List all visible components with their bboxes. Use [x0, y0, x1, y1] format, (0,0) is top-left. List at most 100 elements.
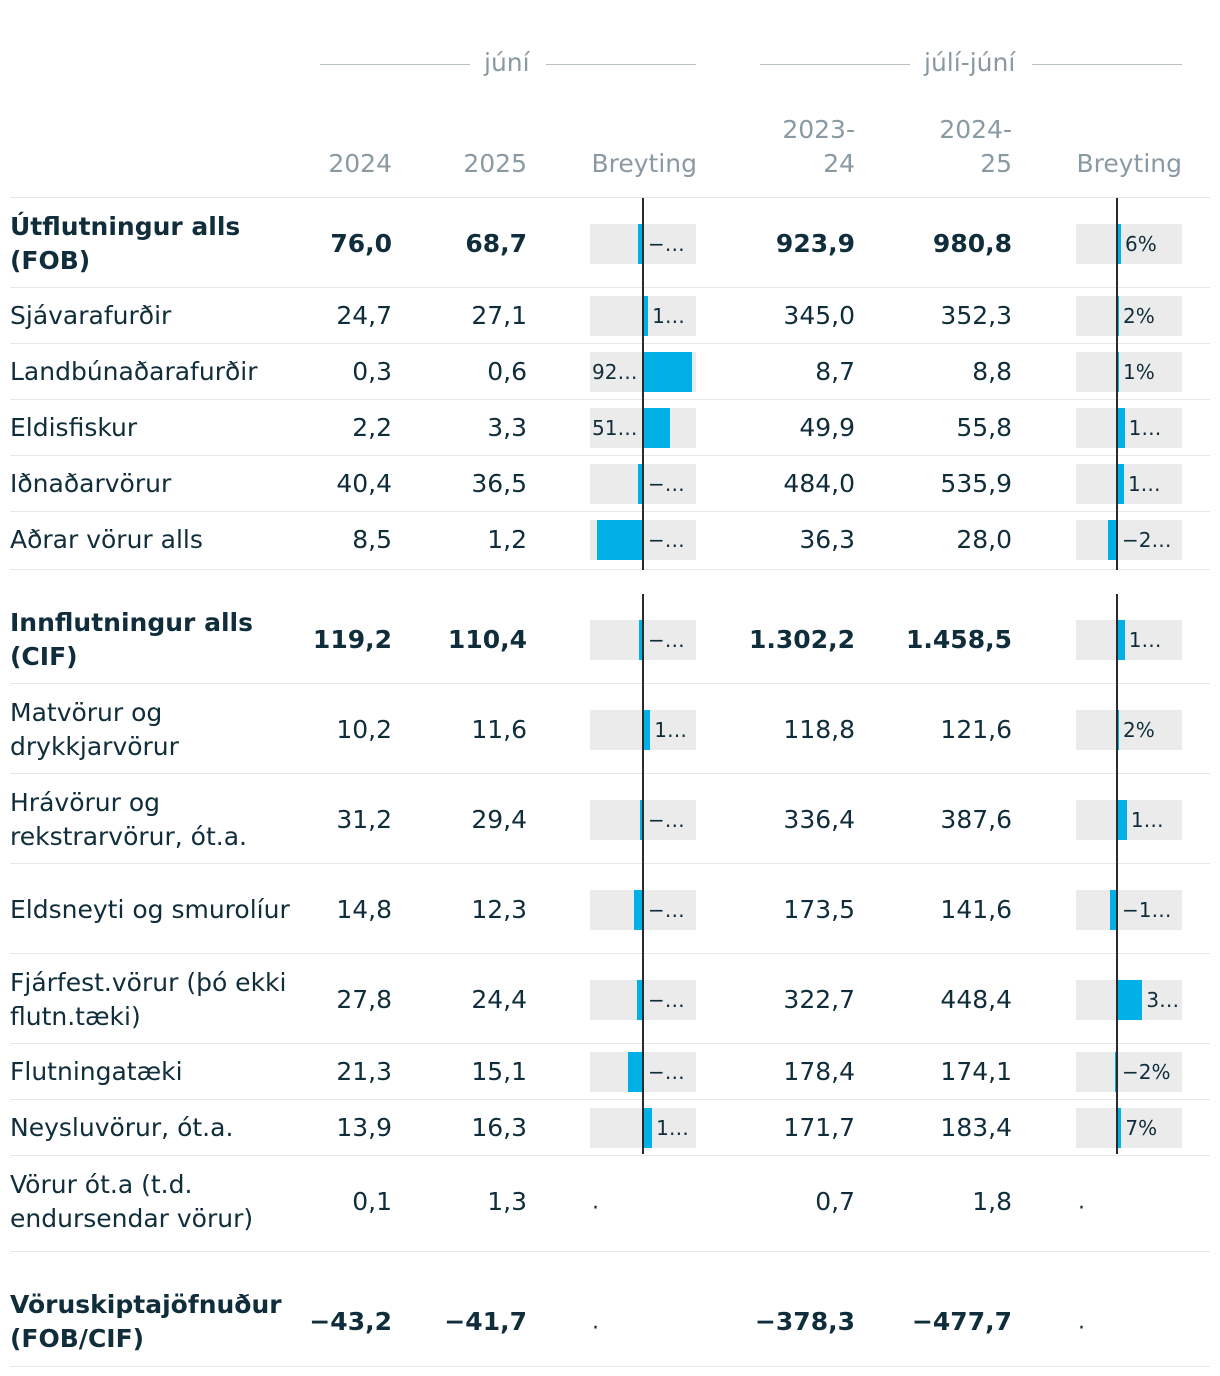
row-0-v2024: 76,0 — [330, 229, 392, 258]
row-1-change-year-label: 2% — [1123, 304, 1155, 328]
row-8-label: Hrávörur og rekstrarvörur, ót.a. — [10, 788, 247, 851]
row-10-v2025: 24,4 — [471, 985, 527, 1014]
group-rule-left-1 — [320, 64, 470, 65]
row-1-divider — [10, 343, 1210, 344]
row-1-v2024: 24,7 — [336, 301, 392, 330]
row-5-change-year-bar — [1107, 520, 1117, 560]
row-7-v2324: 118,8 — [783, 715, 855, 744]
row-0-change-year-label: 6% — [1125, 232, 1157, 256]
row-14-change-june-empty: . — [592, 1309, 599, 1335]
row-7-label: Matvörur og drykkjarvörur — [10, 698, 179, 761]
group-rule-left-2 — [760, 64, 910, 65]
row-10-change-year-cell: 39% — [1076, 980, 1182, 1020]
row-9-change-june-bar — [634, 890, 643, 930]
row-11-v2425: 174,1 — [940, 1057, 1012, 1086]
row-5-change-june-bar — [597, 520, 643, 560]
row-13-v2024: 0,1 — [352, 1187, 392, 1216]
row-10-label: Fjárfest.vörur (þó ekki flutn.tæki) — [10, 968, 287, 1031]
row-0-v2425: 980,8 — [932, 229, 1012, 258]
row-11-v2024: 21,3 — [336, 1057, 392, 1086]
row-6-divider — [10, 683, 1210, 684]
row-9-v2025: 12,3 — [471, 895, 527, 924]
row-12-change-year-bar — [1117, 1108, 1122, 1148]
row-14-divider — [10, 1366, 1210, 1367]
row-7-change-june-label: 1… — [654, 718, 687, 742]
row-5-change-year-cell: −23% — [1076, 520, 1182, 560]
row-4-divider — [10, 511, 1210, 512]
row-8-v2024: 31,2 — [336, 805, 392, 834]
row-3-v2324: 49,9 — [799, 413, 855, 442]
row-2-v2324: 8,7 — [815, 357, 855, 386]
row-6-v2024: 119,2 — [312, 625, 392, 654]
group-header-june: júní — [484, 48, 530, 77]
row-13-divider — [10, 1251, 1210, 1252]
row-2-change-june-label: 92… — [592, 360, 638, 384]
row-9-change-year-cell: −18% — [1076, 890, 1182, 930]
row-12-label: Neysluvörur, ót.a. — [10, 1113, 234, 1142]
col-header-2023-24-line2: 24 — [823, 149, 855, 178]
row-8-change-year-cell: 1… — [1076, 800, 1182, 840]
row-10-change-june-bar — [636, 980, 643, 1020]
row-10-divider — [10, 1043, 1210, 1044]
row-2-divider — [10, 399, 1210, 400]
row-12-change-june-bar — [643, 1108, 653, 1148]
row-5-label: Aðrar vörur alls — [10, 525, 203, 554]
row-12-change-june-label: 17… — [656, 1116, 694, 1140]
row-9-v2324: 173,5 — [783, 895, 855, 924]
row-10-v2425: 448,4 — [940, 985, 1012, 1014]
group-rule-right-1 — [546, 64, 696, 65]
row-3-v2425: 55,8 — [956, 413, 1012, 442]
row-14-v2025: −41,7 — [444, 1307, 527, 1336]
row-3-change-year-bar — [1117, 408, 1125, 448]
row-1-label: Sjávarafurðir — [10, 301, 172, 330]
row-6-change-year-label: 1… — [1128, 628, 1162, 652]
row-4-v2025: 36,5 — [471, 469, 527, 498]
row-3-label: Eldisfiskur — [10, 413, 138, 442]
row-6-v2324: 1.302,2 — [749, 625, 855, 654]
row-13-change-year-empty: . — [1078, 1189, 1085, 1215]
row-12-v2324: 171,7 — [783, 1113, 855, 1142]
row-5-v2024: 8,5 — [352, 525, 392, 554]
row-1-change-june-bar — [643, 296, 649, 336]
row-1-change-june-label: 1… — [652, 304, 685, 328]
row-7-divider — [10, 773, 1210, 774]
col-header-2024: 2024 — [328, 149, 392, 178]
row-12-change-year-cell: 7% — [1076, 1108, 1182, 1148]
row-6-change-june-bar — [639, 620, 643, 660]
row-4-change-june-bar — [637, 464, 643, 504]
row-9-change-year-bar — [1109, 890, 1117, 930]
zero-axis-year-exports — [1116, 198, 1118, 570]
row-13-v2324: 0,7 — [815, 1187, 855, 1216]
row-9-label: Eldsneyti og smurolíur — [10, 895, 290, 924]
row-7-change-year-label: 2% — [1123, 718, 1155, 742]
row-6-v2425: 1.458,5 — [906, 625, 1012, 654]
row-12-v2024: 13,9 — [336, 1113, 392, 1142]
row-9-change-year-label: −18% — [1122, 898, 1180, 922]
row-4-v2324: 484,0 — [783, 469, 855, 498]
col-header-2024-25-line2: 25 — [980, 149, 1012, 178]
col-header-change-june: Breyting — [591, 149, 697, 178]
row-7-v2425: 121,6 — [940, 715, 1012, 744]
row-2-change-year-label: 1% — [1123, 360, 1155, 384]
row-4-change-year-cell: 1… — [1076, 464, 1182, 504]
row-6-change-year-cell: 1… — [1076, 620, 1182, 660]
row-5-divider — [10, 569, 1210, 570]
row-6-label: Innflutningur alls (CIF) — [10, 608, 253, 671]
row-13-v2025: 1,3 — [487, 1187, 527, 1216]
row-14-label: Vöruskiptajöfnuður (FOB/CIF) — [10, 1290, 282, 1353]
row-8-change-year-label: 1… — [1130, 808, 1164, 832]
group-header-july-june: júlí-júní — [924, 48, 1016, 77]
row-8-divider — [10, 863, 1210, 864]
row-8-change-june-bar — [639, 800, 643, 840]
row-8-v2324: 336,4 — [783, 805, 855, 834]
header-divider — [10, 197, 1210, 198]
row-4-change-year-label: 1… — [1127, 472, 1161, 496]
row-4-change-june-label: −1… — [648, 472, 694, 496]
row-4-v2425: 535,9 — [940, 469, 1012, 498]
row-1-change-year-bar — [1117, 296, 1119, 336]
row-7-change-june-bar — [643, 710, 651, 750]
col-header-change-year: Breyting — [1076, 149, 1182, 178]
zero-axis-june-exports — [642, 198, 644, 570]
row-12-change-year-label: 7% — [1125, 1116, 1158, 1140]
